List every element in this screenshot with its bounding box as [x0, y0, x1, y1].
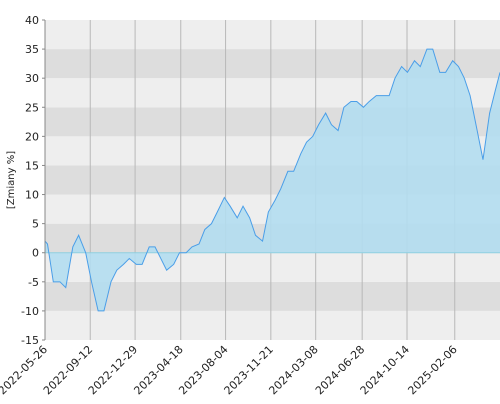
area — [45, 49, 500, 311]
y-tick-label: 0 — [32, 247, 39, 260]
y-tick-label: 25 — [25, 101, 39, 114]
y-tick-label: 15 — [25, 159, 39, 172]
y-tick-label: 40 — [25, 14, 39, 27]
x-tick-label: 2025-02-06 — [405, 343, 459, 397]
y-tick-label: -15 — [21, 334, 39, 347]
band — [45, 310, 500, 340]
y-axis-label: [Zmiany %] — [6, 151, 17, 209]
y-tick-label: 20 — [25, 130, 39, 143]
y-tick-label: 30 — [25, 72, 39, 85]
y-tick-label: -5 — [28, 276, 39, 289]
y-tick-label: 5 — [32, 218, 39, 231]
line — [44, 48, 500, 312]
band — [45, 281, 500, 311]
y-tick-label: -10 — [21, 305, 39, 318]
y-tick-label: 35 — [25, 43, 39, 56]
band — [45, 20, 500, 50]
y-tick-label: 10 — [25, 189, 39, 202]
